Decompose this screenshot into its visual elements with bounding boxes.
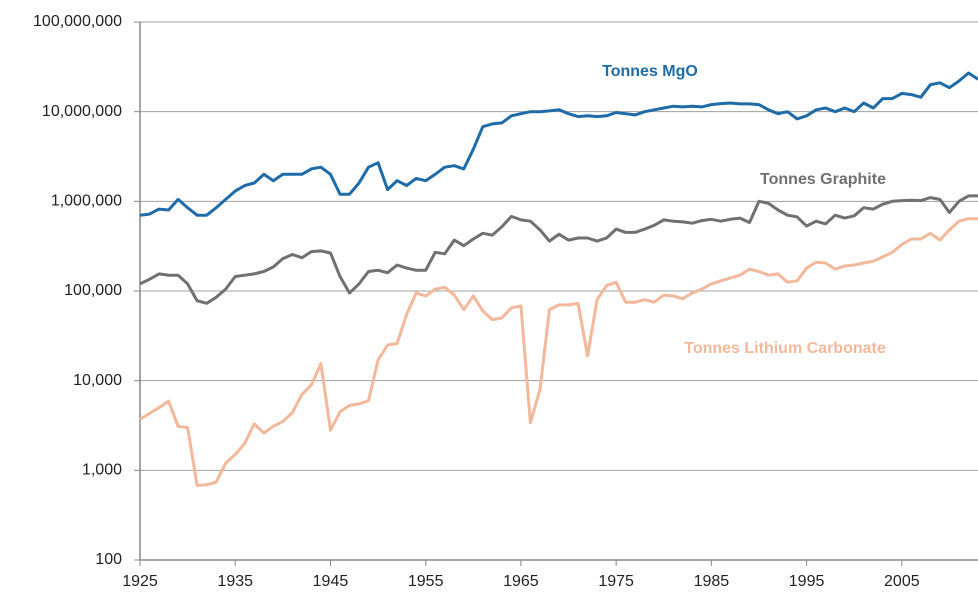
series-label: Tonnes Lithium Carbonate xyxy=(684,340,886,357)
x-tick-label: 1955 xyxy=(408,573,444,590)
y-tick-label: 1,000 xyxy=(82,462,122,479)
series-label: Tonnes Graphite xyxy=(760,171,886,188)
y-tick-label: 100,000,000 xyxy=(33,13,122,30)
x-tick-label: 1945 xyxy=(313,573,349,590)
y-tick-label: 1,000,000 xyxy=(51,193,122,210)
y-tick-label: 100,000 xyxy=(64,282,122,299)
x-tick-label: 1935 xyxy=(217,573,253,590)
x-tick-label: 1985 xyxy=(694,573,730,590)
x-tick-label: 1925 xyxy=(122,573,158,590)
x-tick-label: 1975 xyxy=(598,573,634,590)
y-tick-label: 100 xyxy=(95,551,122,568)
x-tick-label: 2005 xyxy=(884,573,920,590)
series-line xyxy=(139,217,978,487)
series-line xyxy=(139,71,978,217)
y-tick-label: 10,000 xyxy=(73,372,122,389)
x-tick-label: 1995 xyxy=(789,573,825,590)
x-tick-label: 1965 xyxy=(503,573,539,590)
series-label: Tonnes MgO xyxy=(602,63,698,80)
y-tick-label: 10,000,000 xyxy=(42,103,122,120)
series-line xyxy=(139,194,978,305)
